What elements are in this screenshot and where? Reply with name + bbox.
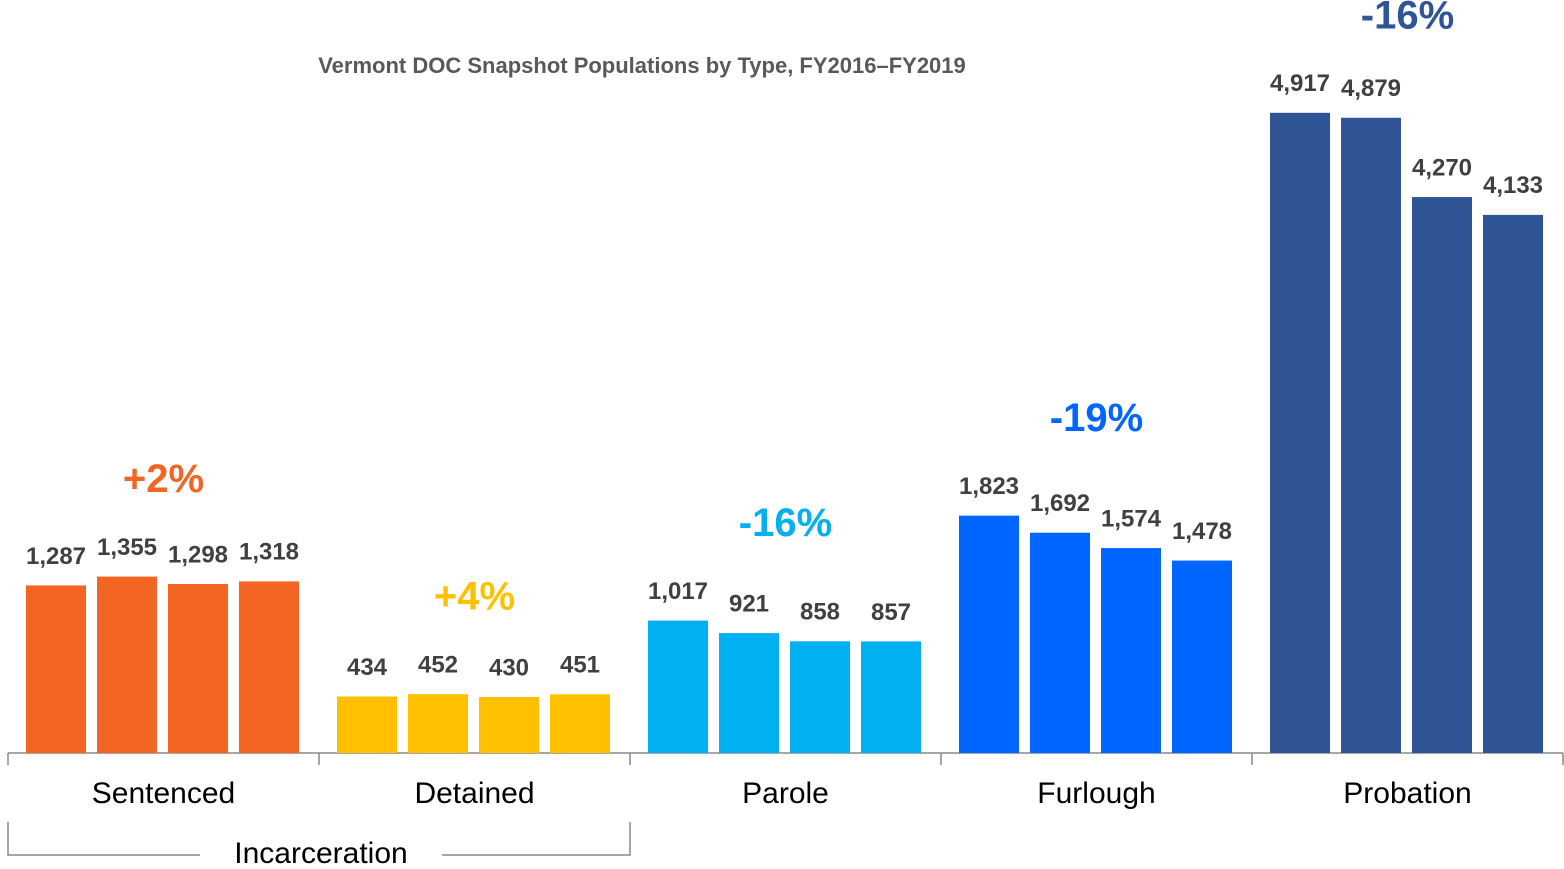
change-label: -16% [1361, 0, 1454, 37]
data-label: 1,017 [648, 578, 708, 605]
data-label: 1,355 [97, 534, 157, 561]
bar [959, 515, 1019, 753]
bar [239, 581, 299, 753]
x-tick-label: Parole [742, 777, 829, 810]
change-label: -19% [1050, 396, 1143, 440]
change-label: +2% [123, 457, 204, 501]
x-tick-label: Probation [1343, 777, 1471, 810]
data-label: 1,318 [239, 539, 299, 566]
data-label: 430 [489, 654, 529, 681]
data-label: 921 [729, 590, 769, 617]
change-label: -16% [739, 501, 832, 545]
data-label: 858 [800, 599, 840, 626]
bar [168, 584, 228, 753]
data-label: 434 [347, 654, 388, 681]
bar [1101, 548, 1161, 753]
data-label: 1,692 [1030, 490, 1090, 517]
data-label: 1,287 [26, 543, 86, 570]
data-label: 1,298 [168, 541, 228, 568]
bar [26, 585, 86, 753]
bar [1341, 117, 1401, 753]
bar [790, 641, 850, 753]
bar [1412, 197, 1472, 753]
bar [408, 694, 468, 753]
bar [1270, 112, 1330, 754]
bar [97, 576, 157, 753]
data-label: 1,823 [959, 473, 1019, 500]
chart-title: Vermont DOC Snapshot Populations by Type… [318, 53, 966, 78]
change-label: +4% [434, 575, 515, 619]
bar [861, 641, 921, 753]
data-label: 1,478 [1172, 518, 1232, 545]
bar [550, 694, 610, 753]
x-tick-label: Detained [414, 777, 534, 810]
data-label: 452 [418, 651, 458, 678]
bar [479, 697, 539, 753]
bar [1172, 560, 1232, 753]
x-tick-label: Sentenced [92, 777, 235, 810]
data-label: 857 [871, 599, 911, 626]
data-label: 451 [560, 652, 600, 679]
data-label: 4,133 [1483, 172, 1543, 199]
bracket [7, 822, 631, 856]
data-label: 4,917 [1270, 70, 1330, 97]
bar [648, 620, 708, 753]
bar [1030, 532, 1090, 753]
x-tick-label: Furlough [1037, 777, 1155, 810]
bar [337, 696, 397, 753]
bracket-label: Incarceration [234, 837, 407, 869]
data-label: 4,270 [1412, 154, 1472, 181]
bar [719, 633, 779, 753]
bar [1483, 214, 1543, 753]
data-label: 4,879 [1341, 75, 1401, 102]
axis-ticks [7, 753, 1564, 765]
data-label: 1,574 [1101, 505, 1162, 532]
